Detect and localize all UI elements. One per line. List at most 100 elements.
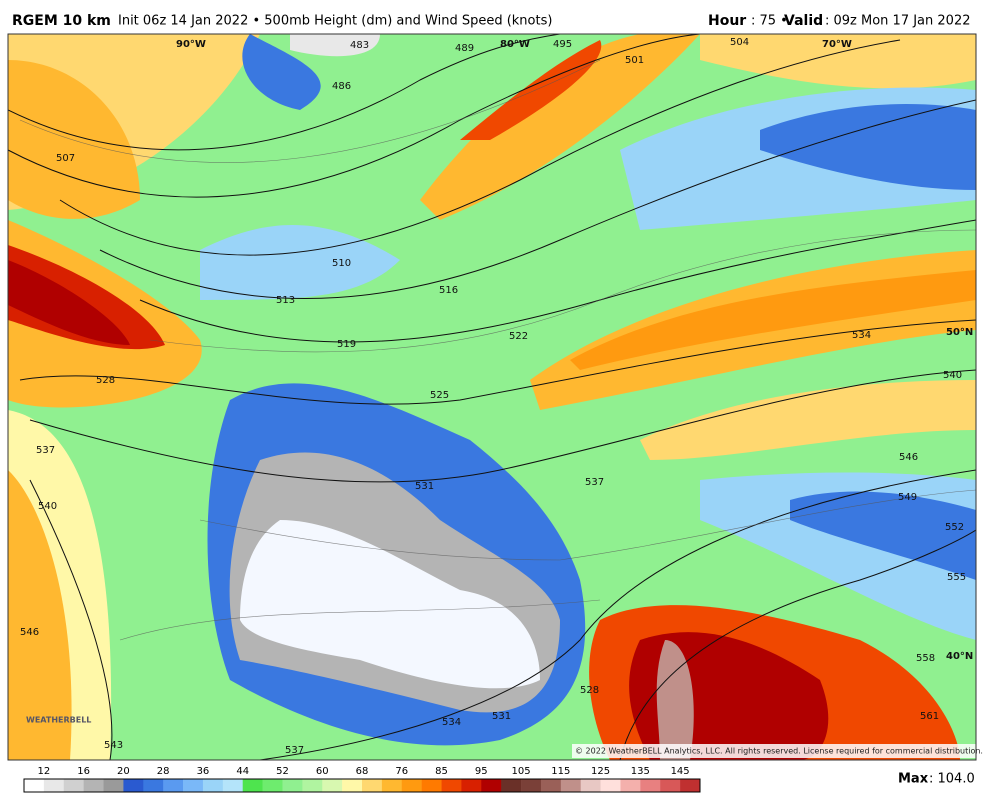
colorbar-label: 28 [157,766,170,777]
colorbar-label: 115 [551,766,570,777]
colorbar-segment [202,779,224,792]
contour-label: 516 [439,285,458,296]
grid-label: 50°N [946,327,973,338]
colorbar-segment [401,779,422,792]
contour-label: 537 [285,745,304,756]
colorbar-segment [421,779,442,792]
colorbar-label: 76 [395,766,408,777]
map [8,34,976,760]
colorbar-label: 52 [276,766,289,777]
colorbar-segment [183,779,204,792]
colorbar-segment [441,779,462,792]
colorbar-segment [222,779,244,792]
colorbar-segment [43,779,65,792]
hour: : 75 • [751,14,788,29]
colorbar-label: 16 [77,766,90,777]
colorbar-segment [540,779,562,792]
colorbar-segment [580,779,601,792]
contour-label: 489 [455,43,474,54]
colorbar-label: 60 [316,766,329,777]
colorbar-label: 68 [356,766,369,777]
contour-label: 525 [430,390,449,401]
copyright: © 2022 WeatherBELL Analytics, LLC. All r… [575,747,983,756]
grid-label: 70°W [822,39,852,50]
colorbar-label: 12 [38,766,51,777]
colorbar-segment [362,779,383,792]
contour-label: 546 [20,627,39,638]
contour-labels: 483 486 489 495 501 504 507 510 513 516 … [20,37,966,756]
hour-label: Hour [708,13,746,29]
contour-label: 486 [332,81,351,92]
description: Init 06z 14 Jan 2022 • 500mb Height (dm)… [118,14,552,29]
contour-label: 483 [350,40,369,51]
colorbar-border [23,778,701,793]
colorbar-segment [620,779,641,792]
colorbar-segment [660,779,681,792]
contour-label: 528 [96,375,115,386]
contour-label: 537 [585,477,604,488]
contour-label: 528 [580,685,599,696]
colorbar-segment [381,779,403,792]
colorbar-segment [521,779,542,792]
colorbar-segment [501,779,522,792]
colorbar-segment [63,779,84,792]
contour-label: 540 [943,370,962,381]
colorbar-segment [83,779,104,792]
logo: WEATHERBELL [26,716,91,725]
contour-label: 534 [442,717,461,728]
colorbar-segment [342,779,363,792]
model: RGEM 10 km [12,13,111,29]
colorbar-segment [640,779,661,792]
contour-label: 513 [276,295,295,306]
colorbar: 12 16 20 28 36 44 52 60 68 76 85 95 105 115 125 135 145 [23,766,701,793]
contour-label: 549 [898,492,917,503]
contour-label: 537 [36,445,55,456]
contour-label: 534 [852,330,871,341]
colorbar-label: 135 [631,766,650,777]
contour-label: 561 [920,711,939,722]
contour-label: 555 [947,572,966,583]
colorbar-label: 20 [117,766,130,777]
contour-label: 552 [945,522,964,533]
colorbar-segment [163,779,184,792]
colorbar-segment [302,779,323,792]
colorbar-label: 44 [236,766,249,777]
grid-label: 80°W [500,39,530,50]
colorbar-segment [461,779,482,792]
colorbar-segment [24,779,45,792]
colorbar-label: 85 [435,766,448,777]
grid-label: 90°W [176,39,206,50]
colorbar-segment [143,779,164,792]
colorbar-segment [560,779,582,792]
contour-label: 543 [104,740,123,751]
colorbar-segment [481,779,502,792]
contour-label: 507 [56,153,75,164]
colorbar-label: 95 [475,766,488,777]
colorbar-segment [262,779,283,792]
contour-label: 546 [899,452,918,463]
contour-label: 501 [625,55,644,66]
valid: : 09z Mon 17 Jan 2022 [825,14,970,29]
contour-label: 558 [916,653,935,664]
colorbar-segment [322,779,343,792]
contour-label: 519 [337,339,356,350]
contour-label: 540 [38,501,57,512]
contour-label: 504 [730,37,749,48]
colorbar-label: 105 [512,766,531,777]
colorbar-segment [282,779,303,792]
contour-label: 510 [332,258,351,269]
colorbar-segment [103,779,124,792]
contour-label: 495 [553,39,572,50]
colorbar-segment [242,779,263,792]
contour-label: 531 [492,711,511,722]
valid-label: Valid [784,13,823,29]
colorbar-label: 145 [671,766,690,777]
max-value: : 104.0 [929,772,975,787]
colorbar-segment [600,779,621,792]
contour-label: 531 [415,481,434,492]
colorbar-segment [123,779,144,792]
colorbar-label: 36 [197,766,210,777]
max-label: Max [898,772,929,787]
